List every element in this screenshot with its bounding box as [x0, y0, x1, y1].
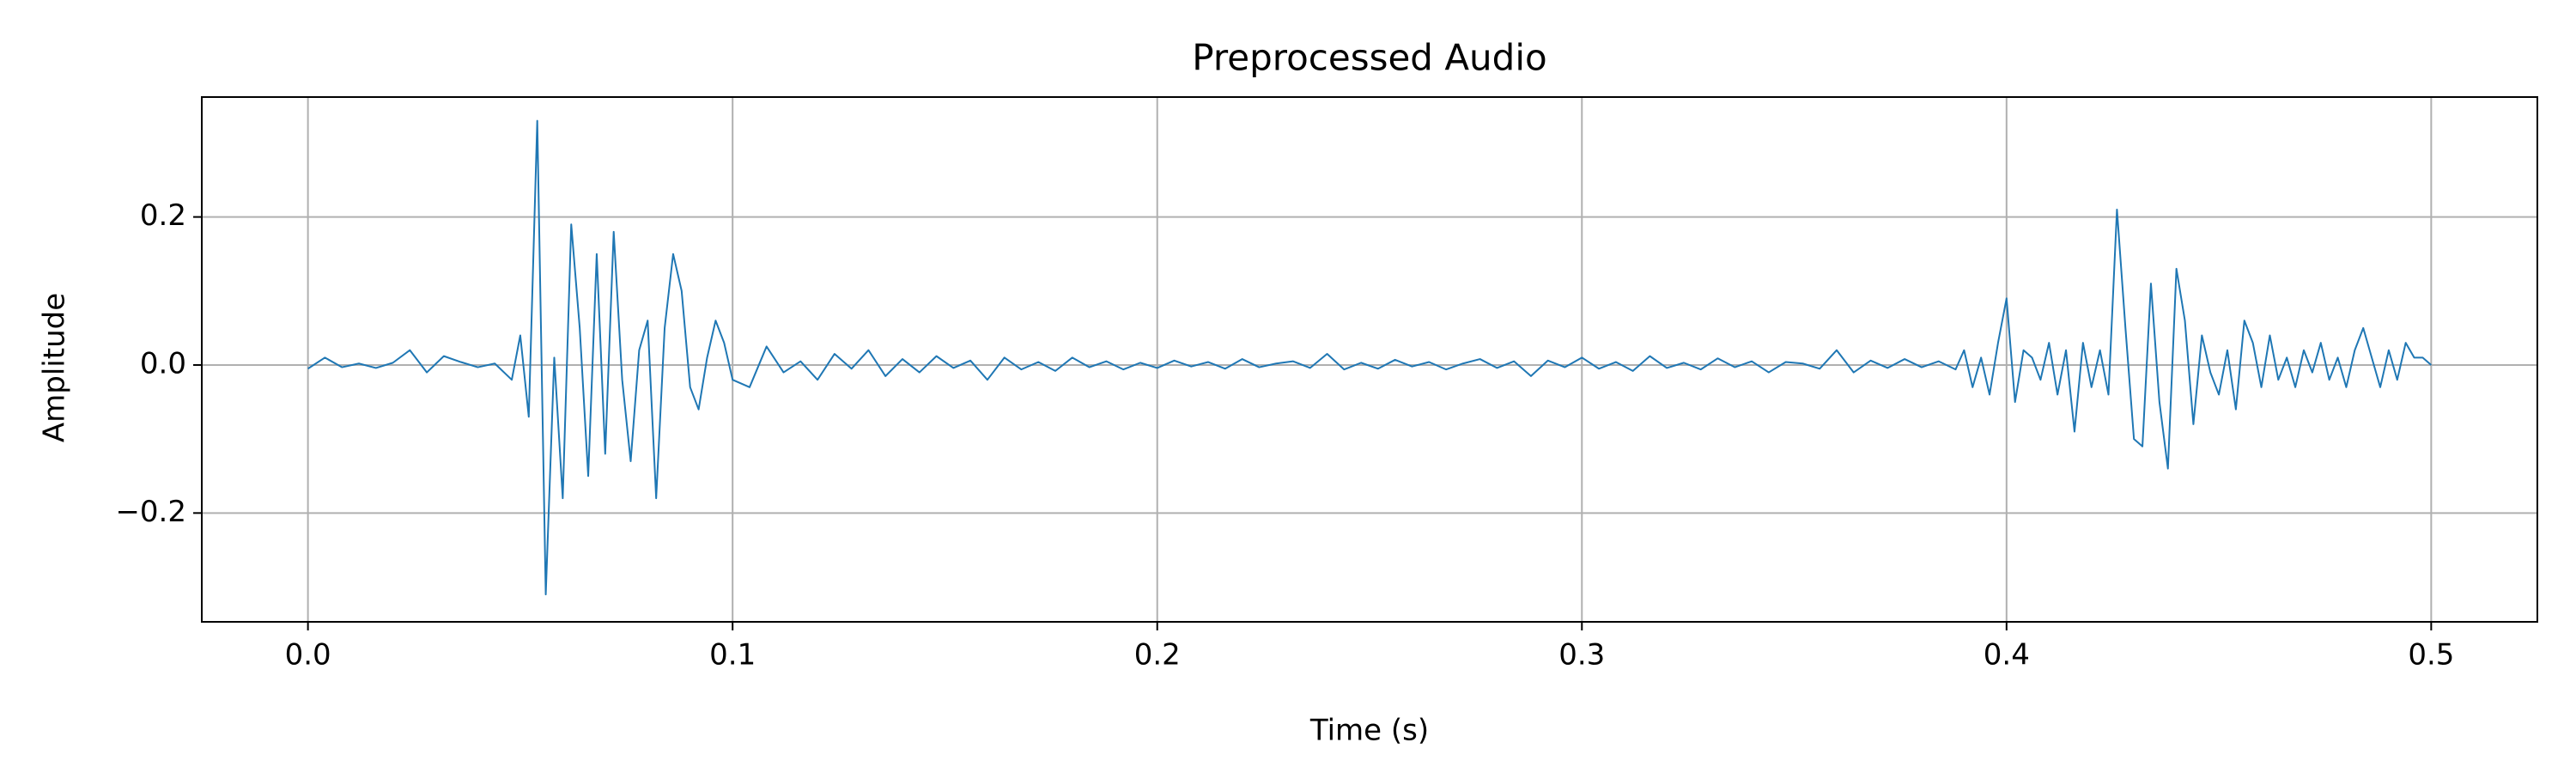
x-tick-label: 0.3 — [1558, 638, 1605, 673]
x-tick-label: 0.2 — [1134, 638, 1181, 673]
y-tick-label: 0.0 — [140, 346, 186, 380]
chart-title: Preprocessed Audio — [1192, 37, 1546, 79]
x-tick-label: 0.4 — [1984, 638, 2030, 673]
x-axis-label: Time (s) — [1309, 714, 1429, 748]
x-tick-label: 0.1 — [709, 638, 756, 673]
x-tick-label: 0.0 — [285, 638, 331, 673]
x-tick-label: 0.5 — [2408, 638, 2454, 673]
y-axis-label: Amplitude — [38, 293, 72, 442]
waveform-line — [307, 119, 2433, 596]
y-tick-label: −0.2 — [115, 495, 186, 529]
y-tick-label: 0.2 — [140, 198, 186, 233]
plot-frame — [201, 96, 2538, 623]
